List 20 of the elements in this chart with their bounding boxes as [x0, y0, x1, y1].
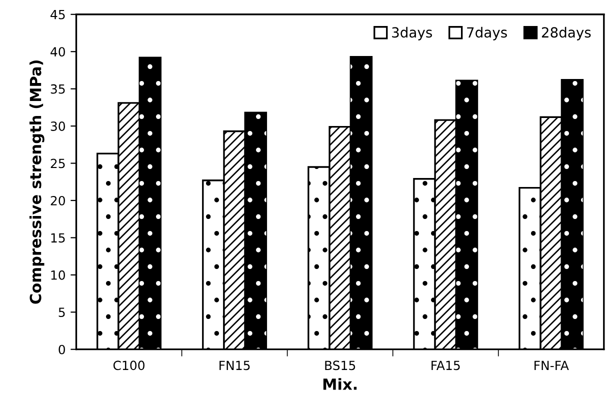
x-tick-label: FN-FA — [534, 360, 569, 370]
x-axis-title: Mix. — [323, 378, 357, 390]
x-tick-label: BS15 — [325, 360, 356, 370]
x-tick-label: FA15 — [432, 360, 460, 370]
y-tick-label: 25 — [50, 158, 65, 168]
legend-label: 7days — [467, 26, 507, 40]
y-tick-label: 15 — [51, 233, 65, 243]
y-tick-label: 10 — [51, 270, 66, 280]
y-axis-title: Compressive strength (MPa) — [29, 60, 44, 304]
x-tick-label: C100 — [113, 360, 144, 370]
y-tick-label: 0 — [58, 344, 66, 354]
y-tick-label: 40 — [50, 47, 66, 57]
y-tick-label: 45 — [50, 10, 65, 20]
y-tick-label: 35 — [50, 84, 65, 94]
legend-label: 3days — [392, 26, 432, 40]
x-tick-label: FN15 — [220, 360, 250, 370]
y-tick-label: 30 — [50, 122, 66, 131]
y-tick-label: 20 — [50, 196, 66, 206]
legend-label: 28days — [542, 26, 591, 40]
y-tick-label: 5 — [58, 308, 65, 318]
